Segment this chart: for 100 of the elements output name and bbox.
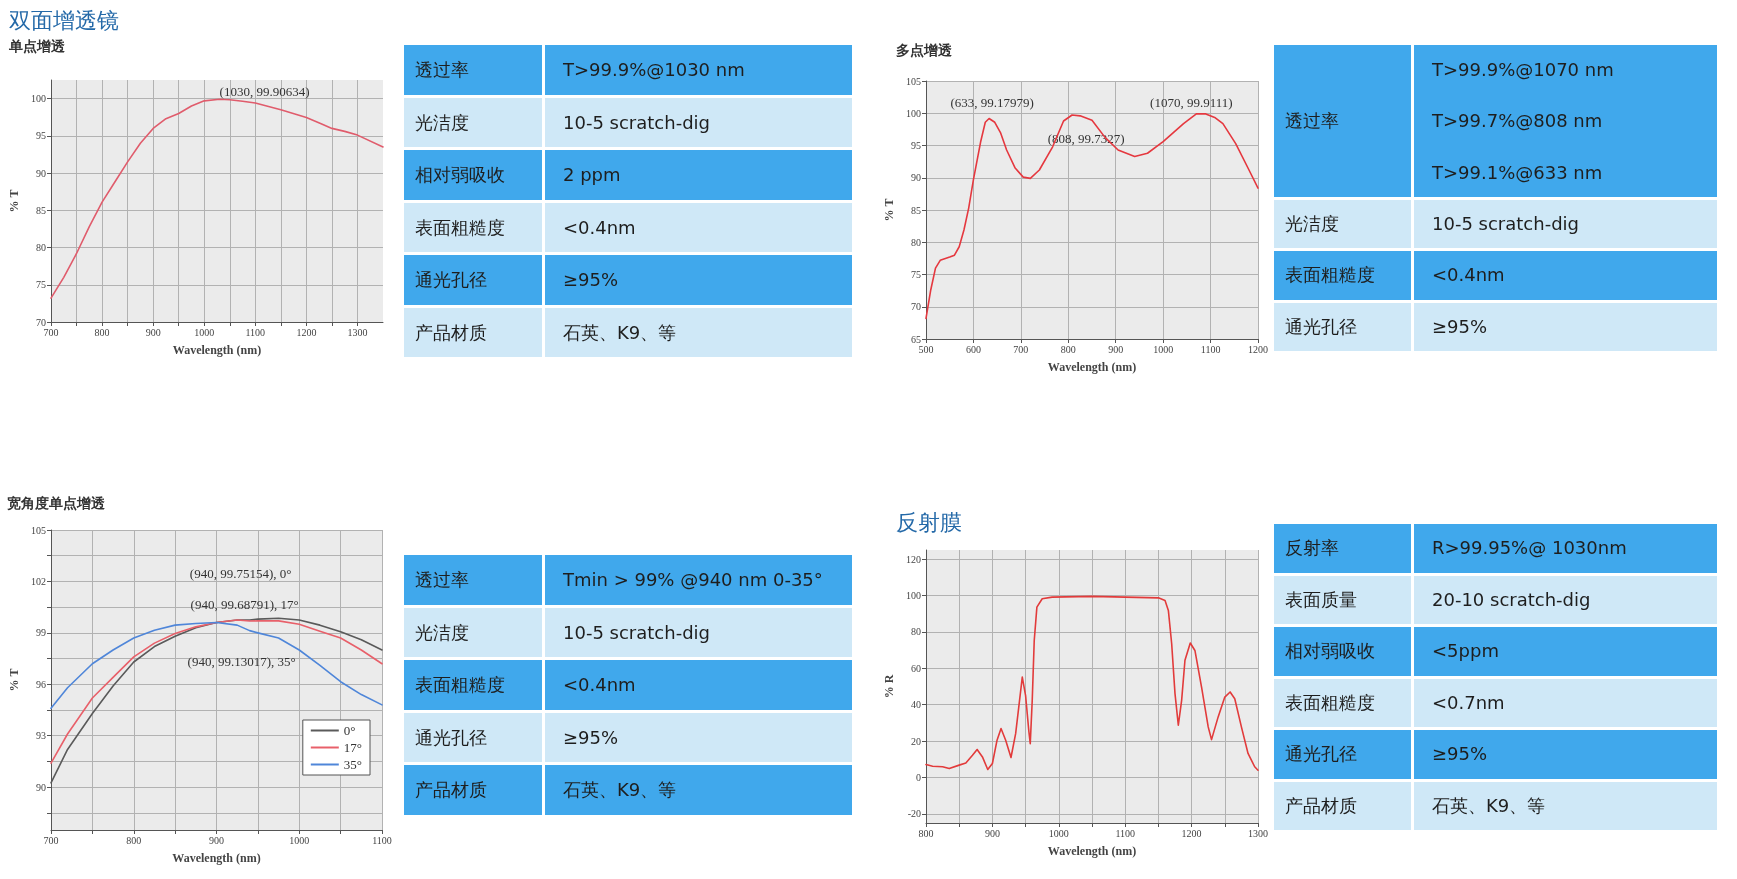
text: ≥95%: [563, 726, 619, 748]
annotation: (1070, 99.9111): [1150, 95, 1233, 111]
y-axis-title: % R: [882, 674, 896, 699]
y-axis-title: % T: [7, 189, 21, 213]
y-tick-label: 80: [911, 626, 921, 638]
text: T>99.9%@1030 nm: [563, 59, 745, 80]
text: 表面质量: [1285, 588, 1357, 610]
text: 光洁度: [415, 111, 469, 133]
x-tick-label: 700: [1013, 343, 1029, 355]
x-tick-label: 1100: [1200, 343, 1221, 355]
y-tick-label: 75: [911, 269, 921, 280]
y-tick-label: 80: [911, 236, 921, 248]
text: 2 ppm: [563, 164, 621, 185]
line-series: [925, 113, 1259, 320]
text: 光洁度: [415, 621, 469, 643]
y-tick-label: -20: [907, 808, 921, 820]
x-axis-title: Wavelength (nm): [1047, 844, 1137, 858]
y-tick-label: 75: [36, 279, 46, 291]
x-tick-label: 1100: [372, 834, 392, 846]
x-tick-label: 1000: [1153, 343, 1174, 355]
x-tick-label: 1200: [1181, 827, 1202, 839]
line-series: [50, 98, 384, 299]
x-tick-label: 500: [918, 343, 934, 355]
y-tick-label: 40: [911, 699, 921, 711]
y-tick-label: 100: [31, 93, 46, 105]
y-tick-label: 100: [906, 107, 921, 119]
y-tick-label: 93: [36, 730, 46, 742]
y-tick-label: 85: [911, 204, 921, 216]
chart-title: 反射膜: [896, 509, 962, 535]
x-axis-title: Wavelength (nm): [172, 343, 262, 357]
text: 产品材质: [1285, 794, 1357, 816]
text: 产品材质: [415, 779, 487, 800]
text: <5ppm: [1432, 640, 1499, 661]
text: 石英、K9、等: [563, 779, 677, 800]
y-tick-label: 90: [36, 781, 46, 793]
x-tick-label: 1200: [1248, 343, 1268, 355]
text: Tmin > 99% @940 nm 0-35°: [563, 569, 823, 590]
y-tick-label: 102: [31, 575, 46, 587]
x-tick-label: 1100: [245, 326, 266, 338]
x-tick-label: 1000: [1048, 827, 1069, 839]
y-tick-label: 90: [36, 167, 46, 179]
y-tick-label: 100: [906, 590, 921, 601]
text: 光洁度: [1285, 212, 1339, 234]
chart-subtitle: 单点增透: [8, 38, 66, 54]
x-tick-label: 1000: [289, 834, 310, 846]
x-tick-label: 800: [94, 326, 110, 338]
x-tick-label: 800: [1060, 343, 1076, 355]
x-tick-label: 1200: [296, 326, 317, 338]
text: 10-5 scratch-dig: [563, 621, 710, 643]
text: 透过率: [415, 59, 469, 80]
annotation: (633, 99.17979): [950, 95, 1034, 111]
y-tick-label: 20: [911, 735, 921, 747]
text: R>99.95%@ 1030nm: [1432, 537, 1627, 558]
text: 20-10 scratch-dig: [1432, 588, 1591, 610]
text: 石英、K9、等: [1432, 794, 1546, 816]
annotation: (940, 99.75154), 0°: [189, 566, 292, 582]
x-tick-label: 600: [965, 343, 981, 355]
x-tick-label: 1300: [347, 326, 368, 338]
text: 透过率: [1285, 110, 1339, 131]
x-tick-label: 800: [126, 834, 142, 846]
text: <0.4nm: [1432, 264, 1505, 285]
y-tick-label: 85: [36, 204, 46, 216]
text: 表面粗糙度: [1285, 264, 1375, 285]
y-tick-label: 120: [906, 553, 921, 565]
chart-subtitle: 多点增透: [896, 42, 953, 58]
y-tick-label: 65: [911, 333, 921, 345]
x-tick-label: 800: [918, 827, 934, 839]
annotation: (940, 99.68791), 17°: [190, 596, 299, 612]
text: 产品材质: [415, 321, 487, 343]
text: ≥95%: [563, 269, 619, 290]
y-tick-label: 105: [906, 75, 921, 87]
text: 10-5 scratch-dig: [563, 111, 710, 133]
y-tick-label: 95: [36, 130, 46, 142]
text: 相对弱吸收: [415, 164, 505, 185]
y-tick-label: 90: [911, 172, 921, 184]
y-tick-label: 96: [36, 678, 46, 690]
text: 通光孔径: [1285, 315, 1357, 337]
text: 表面粗糙度: [415, 216, 505, 238]
text: T>99.9%@1070 nm T>99.7%@808 nm T>99.1%@633 nm: [1432, 58, 1614, 183]
line-series: [925, 595, 1259, 772]
annotation: (940, 99.13017), 35°: [187, 654, 296, 670]
x-tick-label: 700: [43, 834, 59, 846]
x-tick-label: 1100: [1115, 827, 1136, 839]
text: 通光孔径: [415, 726, 487, 748]
text: 通光孔径: [415, 269, 487, 290]
text: ≥95%: [1432, 743, 1488, 764]
text: <0.7nm: [1432, 691, 1505, 713]
y-axis-title: % T: [882, 198, 896, 222]
x-tick-label: 900: [984, 827, 1000, 839]
y-tick-label: 95: [911, 140, 921, 151]
annotation: (1030, 99.90634): [219, 83, 310, 99]
y-tick-label: 99: [36, 627, 46, 639]
text: 通光孔径: [1285, 743, 1357, 764]
x-tick-label: 900: [145, 326, 161, 338]
y-tick-label: 105: [31, 524, 46, 536]
text: 石英、K9、等: [563, 321, 677, 343]
x-tick-label: 900: [1108, 343, 1124, 355]
x-tick-label: 1000: [194, 326, 215, 338]
y-tick-label: 70: [36, 316, 46, 328]
legend-label: 35°: [343, 757, 362, 772]
